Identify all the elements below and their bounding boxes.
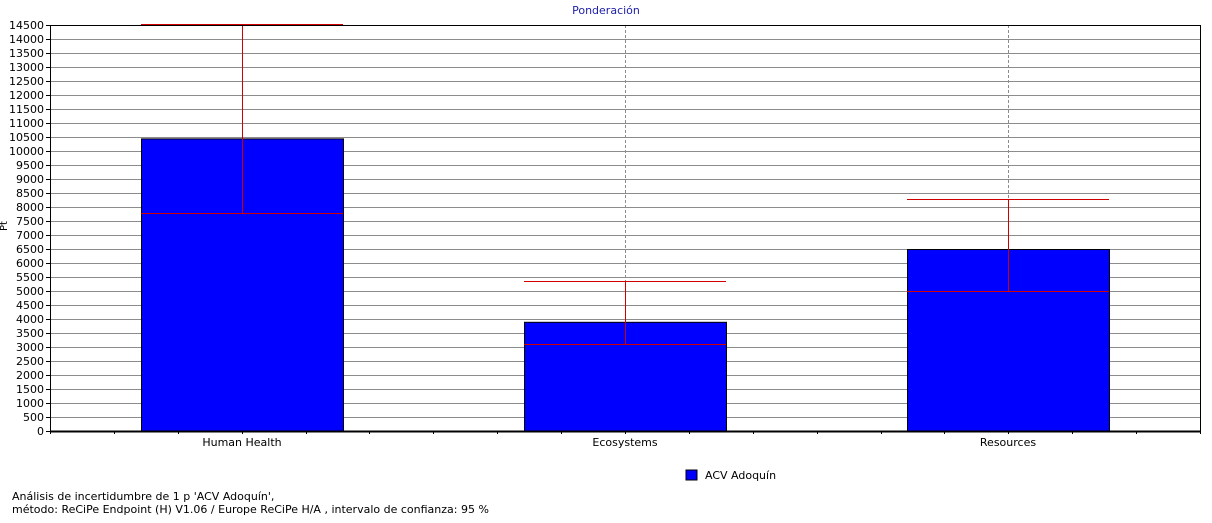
y-tick-label: 6000 xyxy=(16,257,44,270)
y-tick-label: 8500 xyxy=(16,187,44,200)
y-tick-label: 13500 xyxy=(9,47,44,60)
y-axis-label: Pt xyxy=(0,221,10,231)
y-tick-label: 11000 xyxy=(9,117,44,130)
axes: 0500100015002000250030003500400045005000… xyxy=(9,19,1201,449)
y-tick-label: 9500 xyxy=(16,159,44,172)
y-tick-label: 3500 xyxy=(16,327,44,340)
y-tick-label: 4500 xyxy=(16,299,44,312)
y-tick-label: 14000 xyxy=(9,33,44,46)
y-tick-label: 500 xyxy=(23,411,44,424)
y-tick-label: 10500 xyxy=(9,131,44,144)
bars xyxy=(141,24,1110,432)
y-tick-label: 2500 xyxy=(16,355,44,368)
y-tick-label: 7000 xyxy=(16,229,44,242)
legend: ACV Adoquín xyxy=(685,469,776,482)
footer-line-2: método: ReCiPe Endpoint (H) V1.06 / Euro… xyxy=(12,503,489,516)
y-tick-label: 7500 xyxy=(16,215,44,228)
chart-title: Ponderación xyxy=(572,4,640,17)
y-tick-label: 9000 xyxy=(16,173,44,186)
y-tick-label: 10000 xyxy=(9,145,44,158)
y-tick-label: 4000 xyxy=(16,313,44,326)
y-tick-label: 5500 xyxy=(16,271,44,284)
y-tick-label: 0 xyxy=(37,425,44,438)
y-tick-label: 12000 xyxy=(9,89,44,102)
y-tick-label: 6500 xyxy=(16,243,44,256)
legend-label: ACV Adoquín xyxy=(705,469,776,482)
x-tick-label: Human Health xyxy=(202,436,281,449)
y-tick-label: 11500 xyxy=(9,103,44,116)
y-tick-label: 14500 xyxy=(9,19,44,32)
y-tick-label: 13000 xyxy=(9,61,44,74)
y-tick-label: 12500 xyxy=(9,75,44,88)
y-tick-label: 1000 xyxy=(16,397,44,410)
y-tick-label: 1500 xyxy=(16,383,44,396)
y-tick-label: 8000 xyxy=(16,201,44,214)
x-tick-label: Resources xyxy=(980,436,1036,449)
y-tick-label: 3000 xyxy=(16,341,44,354)
footer-line-1: Análisis de incertidumbre de 1 p 'ACV Ad… xyxy=(12,490,275,503)
y-tick-label: 5000 xyxy=(16,285,44,298)
y-tick-label: 2000 xyxy=(16,369,44,382)
x-tick-label: Ecosystems xyxy=(592,436,657,449)
legend-swatch xyxy=(685,469,698,481)
